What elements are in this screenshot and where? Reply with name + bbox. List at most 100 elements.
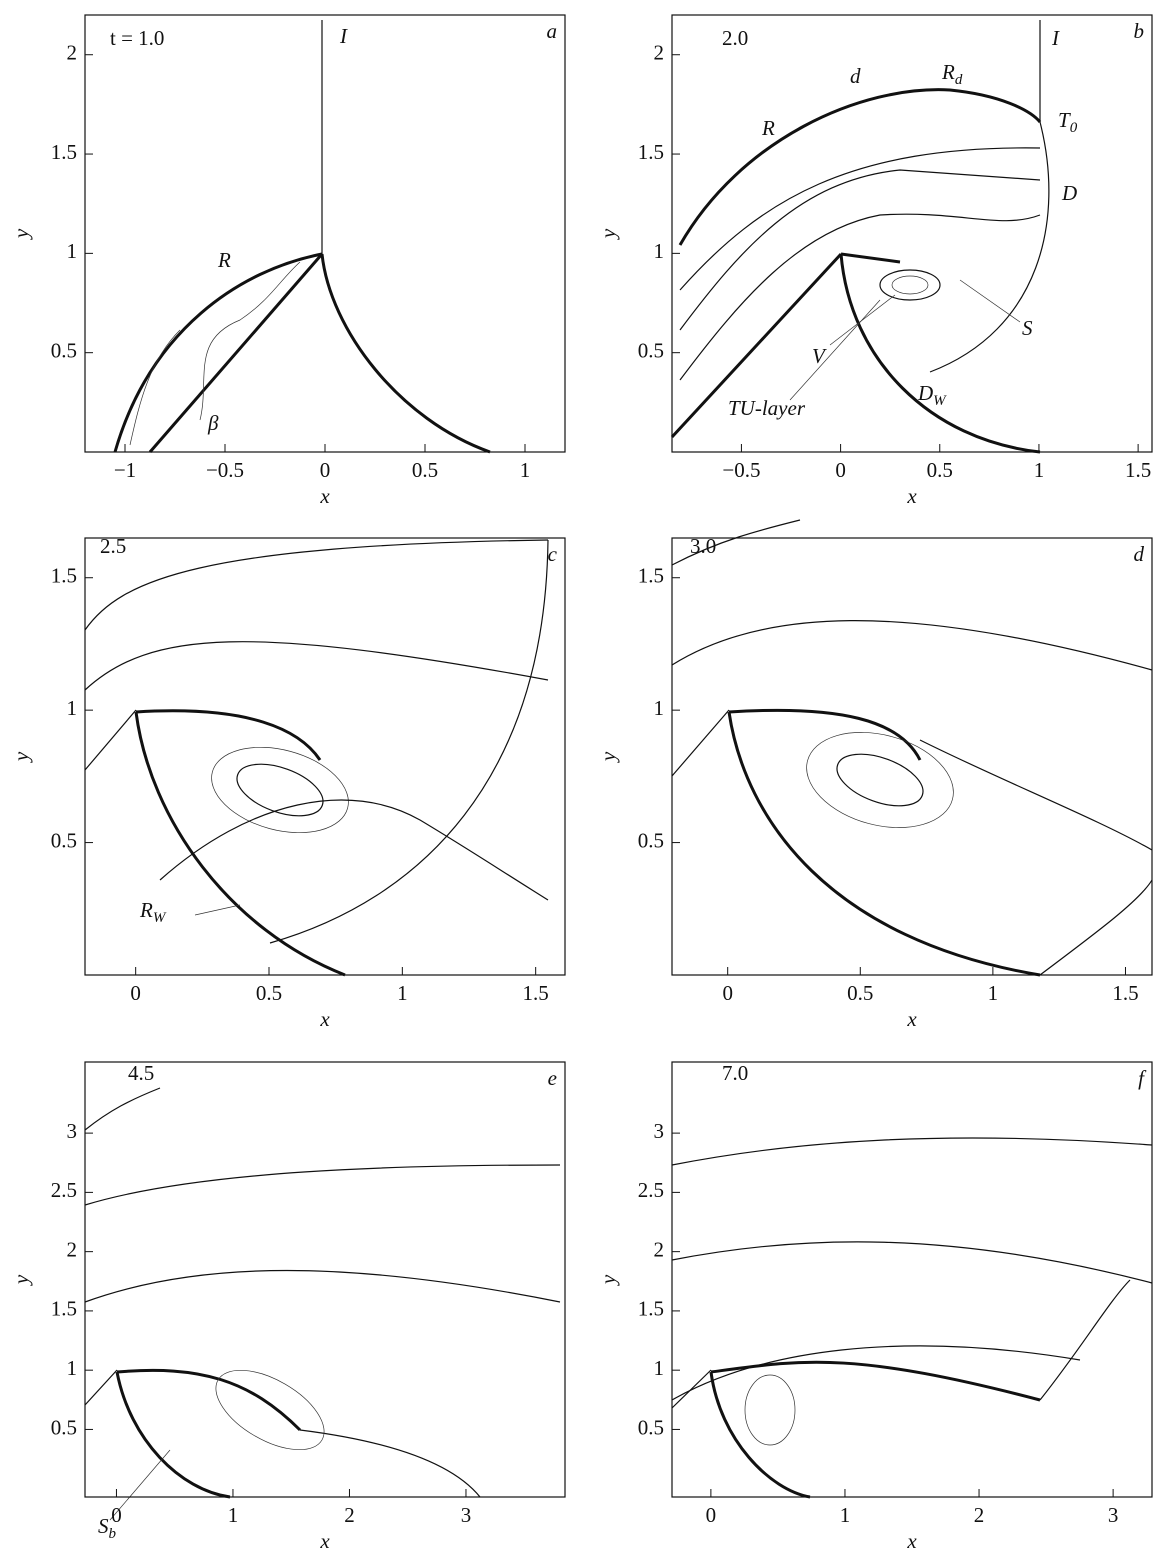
y-tick-label: 1.5 [638, 564, 664, 588]
x-tick-label: 3 [461, 1503, 472, 1527]
annotation: Sb [98, 1514, 117, 1543]
y-tick-label: 1 [654, 239, 665, 263]
x-tick-label: 0 [706, 1503, 717, 1527]
x-tick-label: 0 [722, 981, 733, 1005]
annotation-text: V [812, 344, 827, 368]
y-tick-label: 0.5 [51, 828, 77, 852]
x-tick-label: 1.5 [523, 981, 549, 1005]
annotation-text: β [207, 411, 219, 435]
annotation: β [207, 411, 219, 435]
time-label: 3.0 [690, 534, 716, 558]
annotation-text: R [761, 116, 775, 140]
streamline [679, 147, 1041, 291]
leader [789, 299, 881, 401]
panel-letter: d [1134, 542, 1145, 566]
shear-layer [728, 708, 922, 761]
y-tick-label: 2 [67, 41, 78, 65]
annotation: V [812, 344, 827, 368]
x-tick-label: −1 [114, 458, 136, 482]
x-axis-label: x [906, 1007, 917, 1031]
annotation: Rd [941, 60, 963, 89]
y-axis-label: y [9, 228, 33, 240]
flow-shapes [670, 20, 1050, 454]
y-tick-label: 0.5 [638, 338, 664, 362]
panel-letter: b [1134, 19, 1145, 43]
annotation: R [217, 248, 231, 272]
y-tick-label: 1.5 [51, 564, 77, 588]
time-label: t = 1.0 [110, 26, 164, 50]
annotation-subscript: W [933, 393, 947, 409]
annotation-text: R [941, 60, 955, 84]
panel-letter: e [548, 1066, 557, 1090]
y-axis-label: y [9, 1274, 33, 1286]
annotation-text: d [850, 64, 861, 88]
annotation-subscript: b [109, 1526, 117, 1542]
contour [129, 329, 181, 446]
flow-shapes [671, 519, 1153, 977]
time-label: 7.0 [722, 1061, 748, 1085]
shock [1039, 1279, 1131, 1401]
shock [1039, 879, 1153, 976]
plot-frame [671, 1061, 1153, 1498]
x-tick-label: 0.5 [847, 981, 873, 1005]
x-tick-label: 0.5 [256, 981, 282, 1005]
flow-shapes [113, 20, 491, 454]
plot-frame [84, 14, 566, 453]
streamline [671, 1345, 1081, 1401]
annotation-subscript: 0 [1070, 120, 1078, 136]
flow-shapes [84, 539, 549, 977]
vortex [879, 269, 941, 301]
x-tick-label: 0 [835, 458, 846, 482]
annotation: I [1051, 26, 1060, 50]
y-tick-label: 1 [67, 239, 78, 263]
annotation: TU-layer [728, 396, 806, 420]
shock [113, 252, 323, 453]
shear-layer [840, 252, 901, 264]
y-axis-label: y [596, 1274, 620, 1286]
x-axis-label: x [906, 484, 917, 508]
y-tick-label: 2 [654, 1237, 665, 1261]
annotation-text: D [917, 381, 933, 405]
leader [959, 279, 1021, 323]
flow-shapes [671, 1137, 1153, 1499]
y-tick-label: 1 [67, 1356, 78, 1380]
shock [727, 711, 1041, 977]
streamline [679, 169, 1041, 331]
annotation-subscript: d [955, 72, 963, 88]
wedge [84, 1369, 118, 1406]
streamline [671, 1241, 1153, 1284]
shock [929, 121, 1050, 373]
x-axis-label: x [319, 1529, 330, 1553]
wedge [670, 252, 843, 439]
leader [194, 904, 241, 916]
flow-shapes [84, 1087, 561, 1521]
x-tick-label: 0.5 [927, 458, 953, 482]
time-label: 2.5 [100, 534, 126, 558]
annotation: T0 [1058, 108, 1078, 137]
vortex [836, 753, 924, 807]
streamline [84, 1269, 561, 1303]
x-tick-label: 2 [974, 1503, 985, 1527]
x-tick-label: −0.5 [206, 458, 244, 482]
shock [678, 88, 1042, 246]
streamline [84, 1087, 161, 1131]
x-tick-label: 1 [397, 981, 408, 1005]
y-tick-label: 1.5 [638, 140, 664, 164]
streamline [159, 799, 549, 901]
annotation: I [339, 24, 348, 48]
y-tick-label: 1 [654, 696, 665, 720]
shock [709, 1371, 811, 1499]
vortex [806, 732, 954, 828]
y-tick-label: 2.5 [51, 1178, 77, 1202]
annotation-subscript: W [153, 910, 167, 926]
y-tick-label: 2.5 [638, 1178, 664, 1202]
leader [829, 294, 896, 346]
time-label: 4.5 [128, 1061, 154, 1085]
y-tick-label: 1.5 [51, 1297, 77, 1321]
contour [199, 261, 301, 421]
x-tick-label: 1.5 [1112, 981, 1138, 1005]
x-tick-label: 2 [344, 1503, 355, 1527]
annotation-text: D [1061, 181, 1077, 205]
plot-frame [671, 14, 1153, 453]
